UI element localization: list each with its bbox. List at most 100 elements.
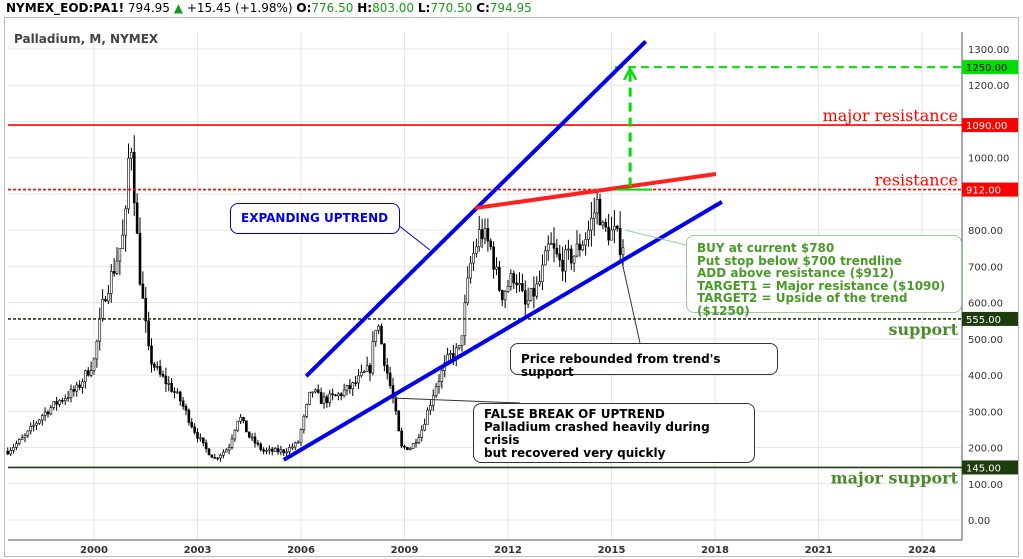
candle-up [526, 300, 530, 305]
x-tick-label: 2012 [494, 545, 522, 556]
candle-up [296, 441, 300, 444]
candle-down [400, 430, 403, 447]
price-tag-label: 555.00 [966, 315, 1001, 326]
candle-up [20, 437, 24, 440]
candle-up [35, 422, 38, 426]
level-label: major resistance [823, 106, 958, 125]
y-tick-label: 200.00 [968, 444, 1003, 455]
plan-line: BUY at current $780 [697, 241, 835, 255]
candle-up [423, 423, 426, 431]
candle-up [250, 436, 254, 439]
price-change: +15.45 (+1.98%) [186, 1, 293, 15]
chart-title: Palladium, M, NYMEX [14, 32, 159, 46]
candle-up [575, 243, 579, 257]
candle-up [52, 401, 56, 408]
candle-down [242, 417, 245, 422]
candle-down [558, 253, 562, 261]
candle-down [532, 288, 536, 297]
candle-down [615, 225, 619, 229]
candle-up [544, 250, 547, 266]
price-tag-label: 1090.00 [966, 121, 1007, 132]
candle-down [276, 448, 280, 453]
candle-up [130, 151, 133, 159]
candle-up [365, 365, 369, 372]
candle-up [411, 443, 415, 449]
price-tag [962, 182, 1018, 197]
x-tick-label: 2021 [805, 545, 833, 556]
candle-up [265, 449, 268, 452]
open-value: 776.50 [311, 1, 354, 15]
candle-down [397, 410, 401, 432]
candle-down [207, 448, 211, 456]
price-tag-label: 145.00 [966, 463, 1001, 474]
candle-up [302, 416, 306, 430]
candle-down [173, 391, 176, 393]
false-break-line: but recovered very quickly [484, 446, 666, 460]
price-tag-label: 1250.00 [966, 63, 1007, 74]
candle-down [578, 243, 582, 251]
candle-down [161, 373, 165, 377]
candle-down [555, 247, 559, 255]
candle-up [63, 398, 67, 402]
candle-up [546, 243, 550, 252]
candle-up [118, 248, 122, 262]
candle-up [437, 381, 441, 388]
candle-up [408, 448, 412, 451]
candle-up [107, 293, 110, 302]
high-label: H: [357, 1, 373, 15]
y-tick-label: 0.00 [968, 516, 990, 527]
x-tick-label: 2006 [287, 545, 315, 556]
candle-down [385, 365, 389, 374]
candle-up [15, 443, 18, 448]
level-label: major support [831, 468, 959, 487]
candle-down [213, 457, 217, 459]
price-tag-label: 912.00 [966, 186, 1001, 197]
candle-down [201, 437, 205, 444]
candle-down [55, 401, 58, 405]
candle-up [503, 291, 507, 301]
candle-up [17, 439, 21, 444]
rebound-callout: Price rebounded from trend's support [510, 343, 778, 379]
candle-down [247, 431, 251, 438]
candle-up [308, 391, 311, 405]
candle-down [486, 228, 490, 242]
candle-down [141, 283, 145, 299]
symbol[interactable]: NYMEX_EOD:PA1! [6, 1, 125, 15]
candle-up [538, 281, 541, 285]
candle-up [434, 386, 438, 397]
candle-down [170, 383, 173, 392]
candle-down [61, 399, 64, 402]
candle-up [29, 426, 33, 432]
candle-down [561, 259, 564, 272]
candle-up [506, 286, 510, 292]
candle-down [383, 343, 386, 366]
candle-up [273, 448, 277, 452]
candle-down [319, 392, 323, 404]
candle-up [49, 407, 53, 415]
price-tag [962, 118, 1018, 133]
candle-down [403, 445, 406, 448]
candle-down [394, 397, 398, 412]
candle-up [360, 371, 363, 377]
candle-up [357, 375, 360, 384]
candle-down [489, 240, 493, 248]
candle-up [23, 435, 27, 439]
candle-down [181, 400, 185, 407]
candle-down [187, 410, 191, 423]
plan-line: TARGET2 = Upside of the trend ($1250) [697, 291, 908, 318]
candle-down [339, 393, 343, 397]
price-tag [962, 311, 1018, 326]
candle-up [564, 249, 567, 272]
candle-down [147, 320, 150, 347]
candle-up [101, 298, 104, 319]
candle-up [469, 262, 472, 279]
candle-up [414, 442, 418, 444]
candle-up [584, 239, 587, 246]
price-tag [962, 460, 1018, 475]
candle-up [345, 385, 349, 391]
candle-up [509, 273, 513, 287]
candle-down [196, 432, 199, 439]
candle-up [155, 366, 159, 368]
candle-up [230, 438, 234, 448]
